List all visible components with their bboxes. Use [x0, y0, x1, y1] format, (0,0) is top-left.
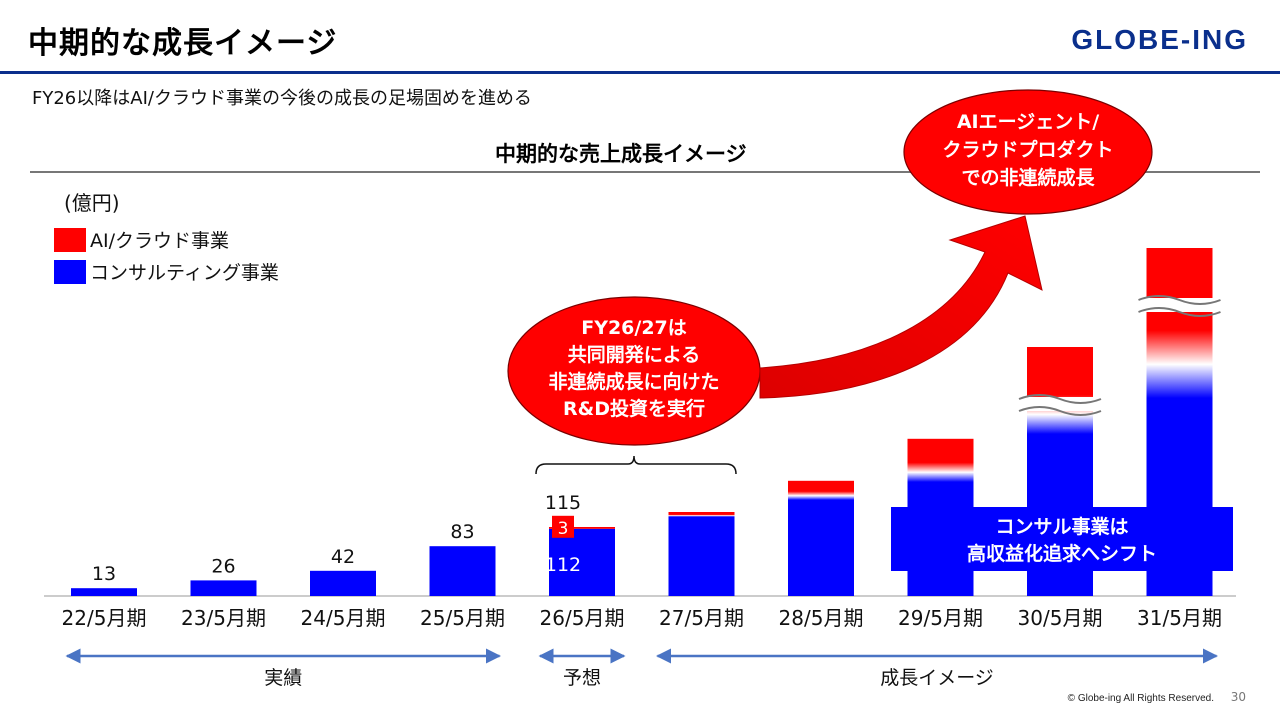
- period-label: 実績: [264, 667, 302, 689]
- data-label-ai-cloud: 3: [558, 519, 569, 539]
- x-tick-label: 23/5月期: [181, 606, 266, 630]
- data-label-total: 13: [92, 563, 116, 585]
- legend-label-ai-cloud: AI/クラウド事業: [90, 230, 230, 252]
- copyright: © Globe-ing All Rights Reserved.: [1067, 693, 1214, 704]
- bar-consulting: [190, 580, 257, 596]
- bar-consulting: [549, 528, 615, 596]
- period-label: 成長イメージ: [880, 667, 994, 689]
- callout-ai-text: AIエージェント/: [957, 111, 1099, 133]
- legend-swatch-ai-cloud: [54, 227, 86, 252]
- bar-ai-cloud: [549, 527, 615, 529]
- axis-break-mark: [1138, 307, 1221, 317]
- chart-unit: (億円): [64, 191, 120, 215]
- data-label-total: 115: [545, 492, 581, 514]
- chart-title: 中期的な売上成長イメージ: [495, 142, 747, 166]
- axis-break-mark: [1018, 406, 1102, 416]
- legend-item-ai-cloud: AI/クラウド事業: [54, 226, 229, 253]
- bracket-26-27: [535, 455, 737, 475]
- period-label: 予想: [563, 667, 601, 689]
- x-tick-label: 24/5月期: [301, 606, 386, 630]
- x-tick-label: 31/5月期: [1137, 606, 1222, 630]
- callout-ai-text: クラウドプロダクト: [942, 138, 1113, 161]
- axis-break-mark: [1138, 295, 1221, 305]
- bar-consulting: [71, 588, 137, 596]
- data-label-total: 83: [450, 521, 474, 543]
- legend-label-consulting: コンサルティング事業: [90, 262, 279, 284]
- page-number: 30: [1230, 690, 1246, 704]
- axis-break-mark: [1018, 394, 1102, 404]
- bar-growth-image: [788, 480, 854, 596]
- x-tick-label: 26/5月期: [540, 606, 625, 630]
- callout-rd-text: 共同開発による: [568, 343, 700, 366]
- data-label-ai-cloud-bg: [552, 515, 574, 538]
- callout-consulting: [891, 507, 1233, 571]
- x-tick-label: 29/5月期: [898, 606, 983, 630]
- callout-rd-text: R&D投資を実行: [563, 397, 705, 420]
- data-label-total: 42: [331, 546, 355, 568]
- data-label-total: 26: [211, 555, 235, 577]
- title-divider: [0, 71, 1280, 74]
- bar-consulting: [310, 570, 376, 596]
- legend-item-consulting: コンサルティング事業: [54, 258, 279, 285]
- callout-rd-text: 非連続成長に向けた: [548, 370, 719, 393]
- bar-consulting: [429, 546, 496, 596]
- company-logo: GLOBE-ING: [1071, 24, 1248, 55]
- x-tick-label: 27/5月期: [659, 606, 744, 630]
- page-title: 中期的な成長イメージ: [28, 26, 338, 61]
- x-tick-label: 28/5月期: [779, 606, 864, 630]
- x-tick-label: 30/5月期: [1018, 606, 1103, 630]
- callout-consulting-text: 高収益化追求へシフト: [967, 542, 1157, 565]
- x-tick-label: 25/5月期: [420, 606, 505, 630]
- page-subtitle: FY26以降はAI/クラウド事業の今後の成長の足場固めを進める: [32, 88, 532, 109]
- callout-ai: [903, 89, 1153, 215]
- growth-arrow: [759, 215, 1043, 399]
- callout-ai-text: での非連続成長: [961, 166, 1095, 189]
- callout-rd-text: FY26/27は: [581, 317, 687, 339]
- chart-divider: [30, 171, 1260, 173]
- x-tick-label: 22/5月期: [62, 606, 147, 630]
- data-label-consulting: 112: [545, 554, 581, 576]
- callout-consulting-text: コンサル事業は: [995, 515, 1128, 538]
- legend-swatch-consulting: [54, 259, 86, 284]
- bar-growth-image: [668, 512, 735, 596]
